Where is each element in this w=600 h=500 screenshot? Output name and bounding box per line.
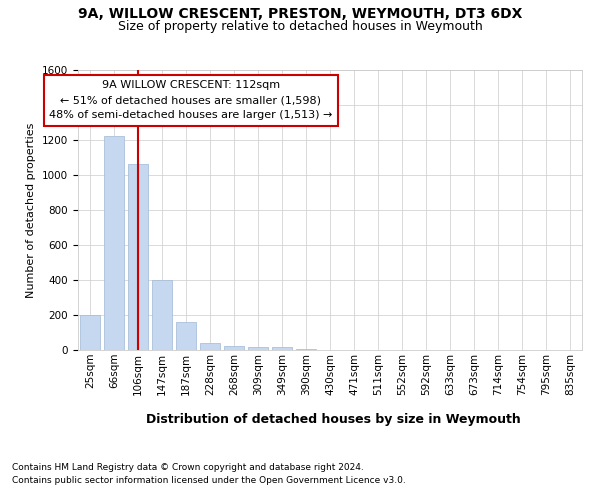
Text: Contains HM Land Registry data © Crown copyright and database right 2024.: Contains HM Land Registry data © Crown c… bbox=[12, 462, 364, 471]
Bar bbox=[104, 136, 124, 350]
Bar bbox=[248, 347, 268, 350]
Bar bbox=[176, 322, 196, 350]
Bar bbox=[80, 315, 100, 350]
Text: 9A, WILLOW CRESCENT, PRESTON, WEYMOUTH, DT3 6DX: 9A, WILLOW CRESCENT, PRESTON, WEYMOUTH, … bbox=[78, 8, 522, 22]
Text: Distribution of detached houses by size in Weymouth: Distribution of detached houses by size … bbox=[146, 412, 520, 426]
Y-axis label: Number of detached properties: Number of detached properties bbox=[26, 122, 37, 298]
Text: 9A WILLOW CRESCENT: 112sqm
← 51% of detached houses are smaller (1,598)
48% of s: 9A WILLOW CRESCENT: 112sqm ← 51% of deta… bbox=[49, 80, 332, 120]
Bar bbox=[152, 280, 172, 350]
Bar bbox=[272, 348, 292, 350]
Text: Contains public sector information licensed under the Open Government Licence v3: Contains public sector information licen… bbox=[12, 476, 406, 485]
Bar bbox=[224, 346, 244, 350]
Bar bbox=[200, 343, 220, 350]
Text: Size of property relative to detached houses in Weymouth: Size of property relative to detached ho… bbox=[118, 20, 482, 33]
Bar bbox=[128, 164, 148, 350]
Bar bbox=[296, 349, 316, 350]
